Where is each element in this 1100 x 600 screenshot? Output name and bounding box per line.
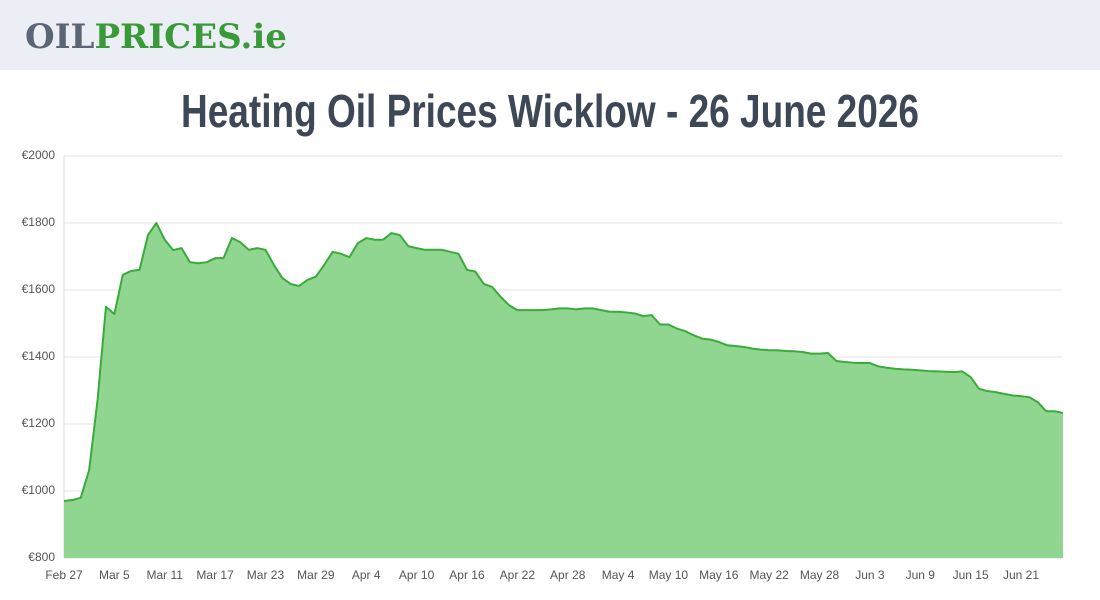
y-tick-label: €1600	[22, 282, 56, 296]
y-tick-label: €1200	[22, 416, 56, 430]
x-tick-label: May 22	[749, 568, 789, 582]
y-tick-label: €2000	[22, 148, 56, 162]
x-tick-label: Jun 15	[953, 568, 989, 582]
x-tick-label: May 16	[699, 568, 739, 582]
x-tick-label: Jun 3	[855, 568, 885, 582]
x-tick-label: Apr 10	[399, 568, 435, 582]
x-tick-label: Mar 29	[297, 568, 335, 582]
x-tick-label: Apr 22	[500, 568, 536, 582]
x-tick-label: Apr 4	[352, 568, 381, 582]
y-tick-label: €1000	[22, 483, 56, 497]
x-tick-label: May 10	[649, 568, 689, 582]
x-tick-label: Mar 17	[196, 568, 234, 582]
x-tick-label: Apr 16	[449, 568, 485, 582]
x-tick-label: Jun 9	[906, 568, 936, 582]
x-tick-label: May 4	[602, 568, 635, 582]
x-tick-label: Mar 23	[247, 568, 285, 582]
y-tick-label: €1800	[22, 215, 56, 229]
x-tick-label: Apr 28	[550, 568, 586, 582]
logo-part: PRICES.ie	[94, 17, 286, 57]
x-tick-label: Feb 27	[45, 568, 83, 582]
chart-title: Heating Oil Prices Wicklow - 26 June 202…	[181, 85, 919, 137]
x-tick-label: Jun 21	[1003, 568, 1039, 582]
header-bar	[0, 0, 1100, 70]
logo-part: OIL	[25, 17, 95, 57]
x-tick-label: Mar 5	[99, 568, 130, 582]
x-tick-label: May 28	[800, 568, 840, 582]
y-tick-label: €1400	[22, 349, 56, 363]
area-fill	[64, 223, 1063, 558]
y-tick-label: €800	[28, 550, 55, 564]
logo[interactable]: OILPRICES.ie	[25, 17, 287, 57]
x-tick-label: Mar 11	[147, 568, 184, 582]
area-line	[63, 222, 1064, 503]
